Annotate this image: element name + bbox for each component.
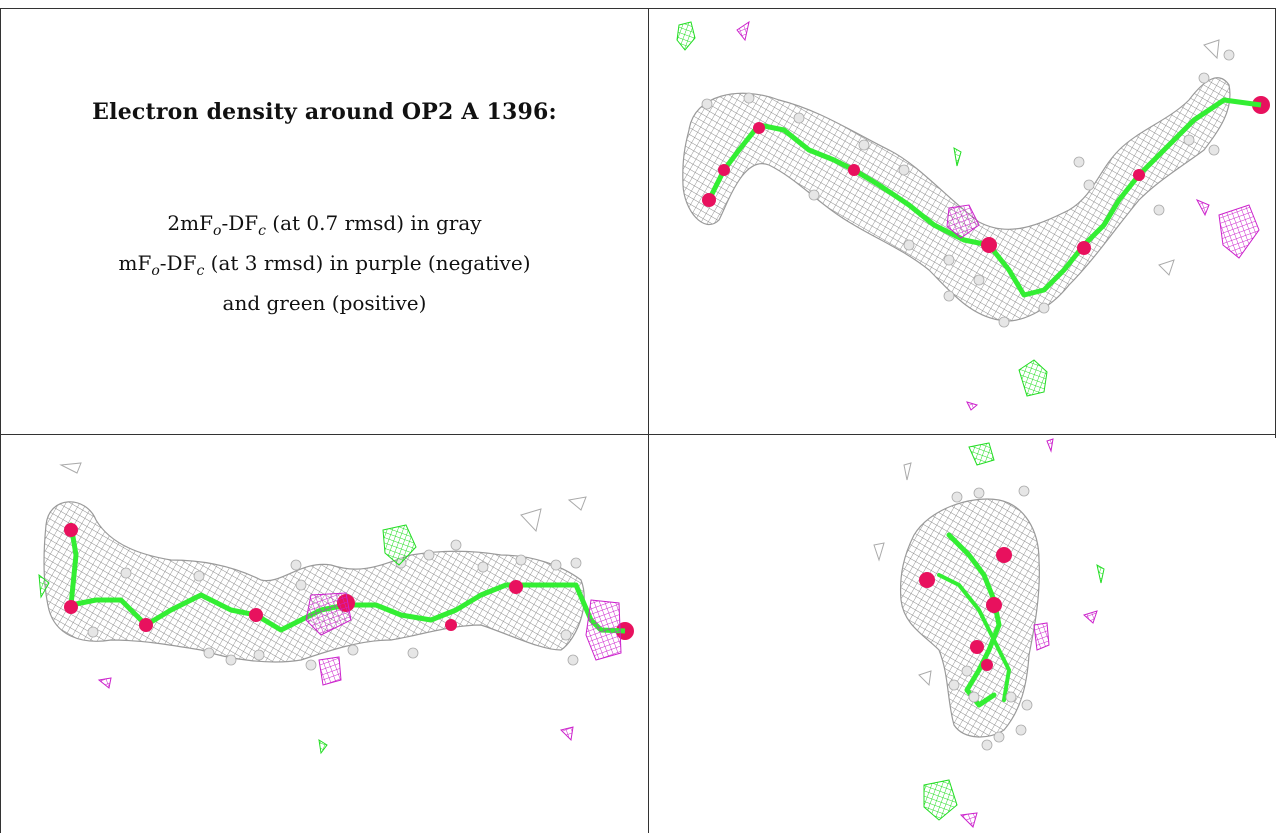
positive-density-blob (923, 779, 958, 821)
positive-density-blob (968, 442, 995, 466)
view-bottom-left (1, 435, 648, 833)
positive-density-blob (1018, 359, 1048, 397)
density-view-top-right (676, 20, 1270, 411)
positive-density-blob (38, 573, 50, 599)
negative-density-blob (959, 812, 978, 828)
legend-line1-sub-o: o (213, 223, 222, 239)
legend-line-fo-fc: mFo-DFc (at 3 rmsd) in purple (negative) (21, 247, 628, 287)
caption-title: Electron density around OP2 A 1396: (92, 99, 557, 125)
gray-density-fragment (918, 670, 932, 687)
legend-line1-sub-c: c (258, 223, 266, 239)
caption-cell: Electron density around OP2 A 1396: 2mFo… (1, 9, 648, 434)
positive-density-blob (382, 524, 417, 566)
density-view-bottom-right (873, 438, 1105, 828)
positive-density-blob (676, 21, 696, 51)
oxygen-atoms (919, 547, 1012, 671)
negative-density-blob (736, 20, 750, 42)
legend-line1-mid: -DF (221, 211, 259, 235)
negative-density-blob (305, 592, 352, 636)
hydrogen-atoms (87, 539, 582, 671)
legend-line1-pre: 2mF (167, 211, 213, 235)
gray-density-fragment (59, 462, 82, 474)
gray-density-fragment (903, 462, 912, 481)
gray-density-fragment (1203, 39, 1220, 60)
gray-density-fragment (873, 542, 885, 562)
gray-density-fragment (1158, 259, 1175, 276)
negative-density-blob (1083, 610, 1098, 624)
hydrogen-atoms (701, 49, 1235, 328)
legend-line2-sub-o: o (151, 263, 160, 279)
legend-line1-post: (at 0.7 rmsd) in gray (265, 211, 482, 235)
legend-line2-sub-c: c (196, 263, 205, 279)
density-view-bottom-left (38, 462, 634, 755)
negative-density-blob (318, 656, 342, 686)
gray-density-mesh (43, 501, 585, 663)
legend-line-3: and green (positive) (222, 291, 427, 315)
oxygen-atoms (702, 96, 1270, 255)
view-top-right (649, 0, 1276, 434)
positive-density-blob (1096, 564, 1105, 584)
negative-density-blob (585, 599, 622, 661)
negative-density-blob (966, 401, 979, 411)
negative-density-blob (946, 204, 980, 239)
gray-density-mesh (682, 77, 1231, 322)
gray-density-fragment (567, 496, 587, 511)
table-border-top (0, 8, 1276, 9)
molecule-backbone (706, 97, 1227, 298)
legend-line-2fo-fc: 2mFo-DFc (at 0.7 rmsd) in gray (21, 207, 628, 247)
negative-density-blob (1195, 199, 1210, 217)
positive-density-blob (953, 147, 962, 167)
terminal-bond (1223, 97, 1262, 108)
view-bottom-right (649, 435, 1276, 833)
gray-density-fragment (520, 508, 542, 533)
caption-legend: 2mFo-DFc (at 0.7 rmsd) in gray mFo-DFc (… (21, 207, 628, 319)
negative-density-blob (1046, 438, 1054, 453)
table-border-left (0, 8, 1, 833)
negative-density-blob (560, 726, 574, 742)
legend-line2-mid: -DF (159, 251, 197, 275)
hydrogen-atoms (948, 485, 1033, 751)
legend-line2-post: (at 3 rmsd) in purple (negative) (204, 251, 531, 275)
molecule-backbone-secondary (937, 573, 1012, 702)
table-border-middle-row (0, 434, 1276, 435)
gray-density-mesh (899, 498, 1040, 738)
negative-density-blob (97, 677, 112, 689)
positive-density-blob (318, 738, 328, 755)
oxygen-atoms (64, 523, 634, 640)
legend-line2-pre: mF (118, 251, 152, 275)
negative-density-blob (1033, 622, 1050, 651)
negative-density-blob (1218, 204, 1260, 259)
table-border-middle (648, 8, 649, 833)
